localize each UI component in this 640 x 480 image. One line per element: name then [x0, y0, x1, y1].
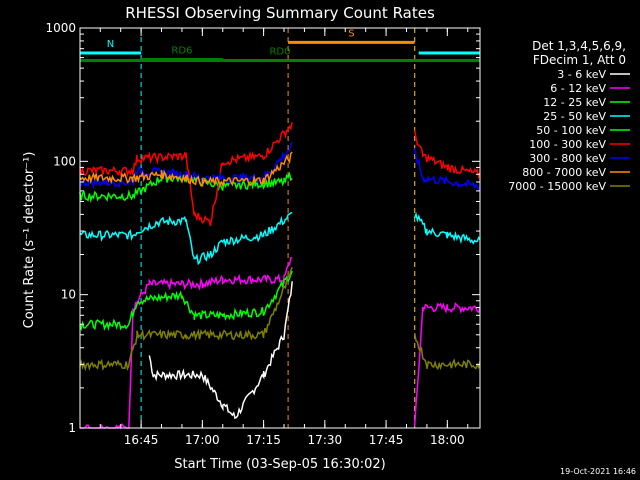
series-line [79, 211, 481, 266]
legend-entry: 7000 - 15000 keV [508, 180, 606, 193]
legend-entry: 6 - 12 keV [550, 82, 606, 95]
annotation-label: N [107, 39, 114, 50]
series-lines [79, 122, 481, 430]
x-tick-label: 16:45 [124, 433, 159, 447]
series-line [79, 122, 481, 227]
y-tick-label: 100 [53, 154, 76, 168]
series-line [79, 151, 293, 188]
axes: 1 10 100 1000 16:45 17:00 17:15 17:30 17:45 18:00 [45, 21, 481, 447]
legend-entry: 300 - 800 keV [529, 152, 606, 165]
x-tick-label: 18:00 [430, 433, 465, 447]
y-tick-label: 1000 [45, 21, 76, 35]
x-tick-label: 17:00 [185, 433, 220, 447]
series-line [79, 141, 481, 192]
series-line [79, 267, 481, 372]
series-line [148, 281, 293, 420]
legend-header: Det 1,3,4,5,6,9, [532, 39, 626, 53]
legend-entry: 25 - 50 keV [543, 110, 606, 123]
legend-entry: 3 - 6 keV [557, 68, 606, 81]
x-axis-label: Start Time (03-Sep-05 16:30:02) [174, 457, 385, 472]
series-line [79, 270, 293, 332]
legend-entry: 12 - 25 keV [543, 96, 606, 109]
legend: Det 1,3,4,5,6,9,FDecim 1, Att 03 - 6 keV… [508, 39, 630, 193]
y-tick-label: 10 [61, 288, 76, 302]
plot-frame [79, 27, 481, 429]
y-axis-label: Count Rate (s⁻¹ detector⁻¹) [22, 152, 37, 329]
annotation-label: S [348, 28, 354, 39]
series-line [79, 257, 481, 430]
annotation-label: RD6 [171, 46, 192, 57]
annotation-bars: N S RD6 RD0 [80, 28, 480, 63]
y-tick-label: 1 [68, 421, 76, 435]
x-tick-label: 17:45 [369, 433, 404, 447]
x-tick-label: 17:30 [308, 433, 343, 447]
legend-entry: 800 - 7000 keV [522, 166, 606, 179]
annotation-label: RD0 [269, 47, 290, 58]
legend-header: FDecim 1, Att 0 [533, 53, 626, 67]
x-tick-label: 17:15 [246, 433, 281, 447]
footer-date: 19-Oct-2021 16:46 [560, 467, 636, 476]
chart-title: RHESSI Observing Summary Count Rates [125, 4, 435, 22]
legend-entry: 100 - 300 keV [529, 138, 606, 151]
legend-entry: 50 - 100 keV [536, 124, 606, 137]
